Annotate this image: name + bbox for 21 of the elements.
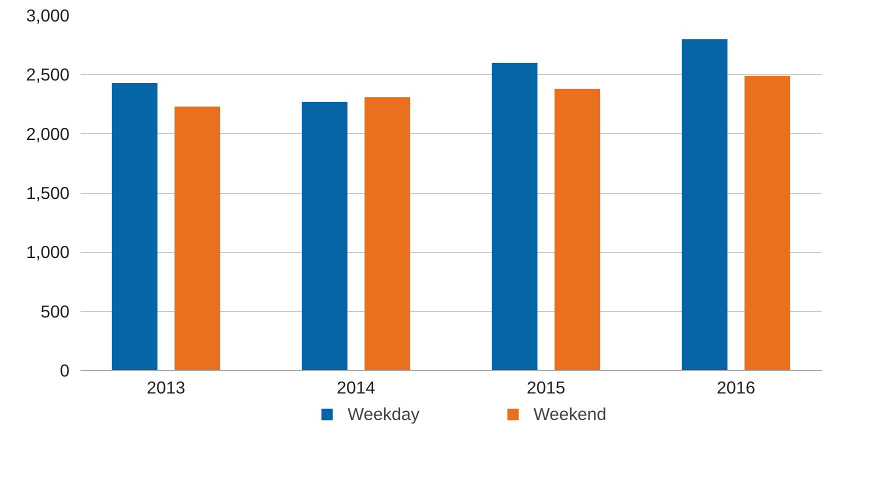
y-tick-label: 0 bbox=[60, 360, 70, 380]
y-tick-label: 1,500 bbox=[26, 183, 70, 203]
bar bbox=[554, 88, 600, 370]
y-tick-label: 2,500 bbox=[26, 64, 70, 85]
bar bbox=[492, 62, 538, 370]
bar bbox=[174, 106, 220, 370]
y-tick-label: 1,000 bbox=[26, 242, 70, 262]
y-tick-label: 3,000 bbox=[26, 6, 70, 26]
bar bbox=[302, 102, 348, 370]
x-tick-label: 2013 bbox=[146, 378, 186, 398]
x-tick-label: 2015 bbox=[526, 378, 566, 398]
bar bbox=[744, 76, 790, 370]
y-tick-label: 2,000 bbox=[26, 124, 70, 144]
bar bbox=[364, 97, 410, 370]
x-tick-label: 2014 bbox=[336, 378, 376, 398]
x-tick-label: 2016 bbox=[716, 378, 756, 398]
legend-label: Weekday bbox=[348, 404, 420, 424]
legend-label: Weekend bbox=[534, 404, 606, 424]
bar bbox=[112, 82, 158, 370]
y-tick-label: 500 bbox=[40, 301, 70, 322]
bar bbox=[682, 39, 728, 370]
